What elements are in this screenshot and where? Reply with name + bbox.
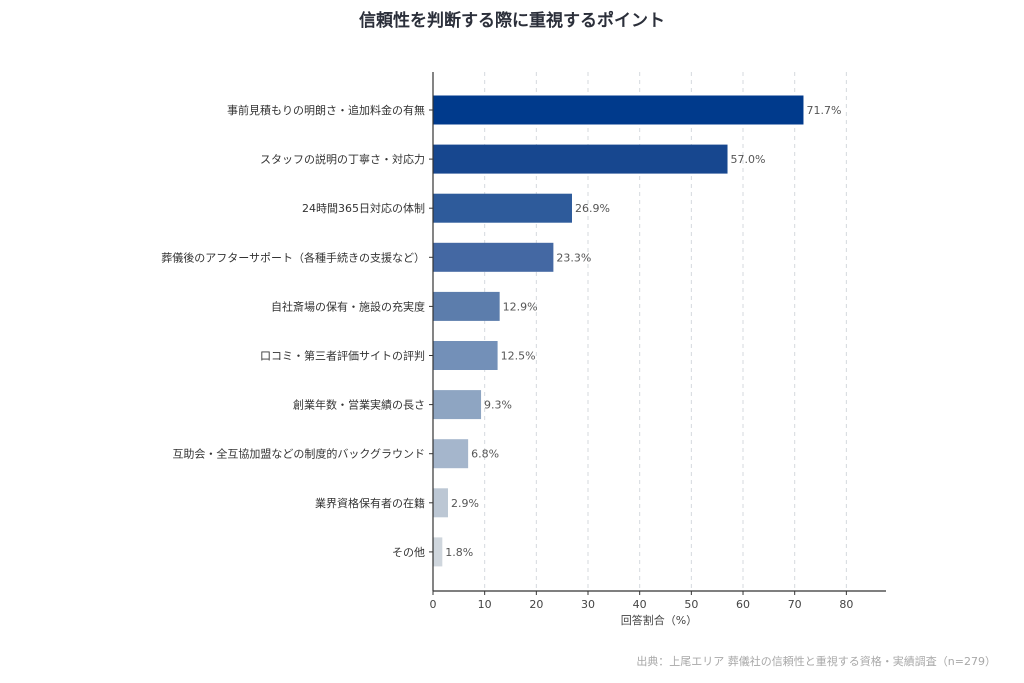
x-tick-label: 80 [839, 598, 853, 611]
category-label: 事前見積もりの明朗さ・追加料金の有無 [227, 103, 425, 117]
data-label: 23.3% [556, 251, 591, 264]
category-label: 業界資格保有者の在籍 [315, 496, 425, 510]
category-label: 互助会・全互協加盟などの制度的バックグラウンド [172, 447, 425, 461]
bar [433, 488, 448, 518]
data-label: 71.7% [806, 104, 841, 117]
x-tick-label: 10 [478, 598, 492, 611]
category-label: スタッフの説明の丁寧さ・対応力 [260, 152, 425, 166]
x-axis-title: 回答割合（%） [621, 613, 697, 627]
chart-title: 信頼性を判断する際に重視するポイント [359, 11, 665, 31]
bar [433, 144, 728, 174]
bar [433, 341, 498, 370]
x-tick-label: 20 [529, 598, 543, 611]
category-label: 24時間365日対応の体制 [302, 201, 425, 215]
grid-lines [484, 72, 847, 591]
bar [433, 537, 443, 567]
x-tick-label: 0 [430, 598, 437, 611]
category-label: 創業年数・営業実績の長さ [293, 398, 425, 412]
data-label: 26.9% [575, 202, 610, 215]
x-tick-label: 50 [684, 598, 698, 611]
data-label: 9.3% [484, 399, 512, 412]
bar [433, 242, 554, 272]
data-label: 12.5% [501, 350, 536, 363]
data-label: 12.9% [503, 300, 538, 313]
bar [433, 439, 469, 469]
category-label: 自社斎場の保有・施設の充実度 [271, 299, 425, 313]
labels: 0 10 20 30 40 50 60 70 80 事前見積もりの明朗さ・追加料金の有無 71.7%… [161, 103, 853, 611]
bar [433, 95, 804, 125]
x-tick-label: 70 [788, 598, 802, 611]
data-label: 6.8% [471, 448, 499, 461]
category-label: その他 [392, 546, 425, 559]
x-tick-label: 30 [581, 598, 595, 611]
category-label: 口コミ・第三者評価サイトの評判 [260, 349, 425, 363]
bar [433, 193, 572, 223]
axes [432, 72, 886, 592]
category-label: 葬儀後のアフターサポート（各種手続きの支援など） [161, 250, 425, 264]
x-tick-label: 60 [736, 598, 750, 611]
bar [433, 390, 482, 420]
data-label: 57.0% [731, 153, 766, 166]
x-tick-label: 40 [633, 598, 647, 611]
data-label: 2.9% [451, 497, 479, 510]
source-note: 出典：上尾エリア 葬儀社の信頼性と重視する資格・実績調査（n=279） [636, 655, 996, 668]
bar [433, 291, 500, 321]
data-label: 1.8% [445, 546, 473, 559]
bars [433, 95, 804, 567]
